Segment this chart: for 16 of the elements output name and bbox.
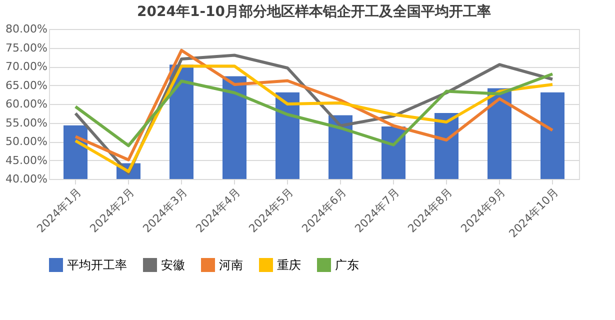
legend-label: 安徽: [161, 258, 185, 272]
y-tick-label: 80.00%: [6, 22, 48, 36]
y-tick-label: 50.00%: [6, 135, 48, 148]
y-tick-label: 70.00%: [6, 60, 48, 73]
legend-label: 平均开工率: [67, 258, 127, 272]
legend-label: 河南: [219, 258, 243, 272]
legend-label: 重庆: [277, 258, 301, 272]
chart-title: 2024年1-10月部分地区样本铝企开工及全国平均开工率: [137, 3, 491, 20]
y-tick-label: 65.00%: [6, 78, 48, 92]
y-tick-label: 45.00%: [6, 154, 48, 167]
legend-label: 广东: [335, 258, 359, 272]
line-series: [74, 72, 554, 148]
y-tick-label: 60.00%: [6, 98, 48, 110]
y-tick-label: 55.00%: [6, 116, 48, 130]
y-tick-label: 40.00%: [6, 172, 48, 186]
y-tick-label: 75.00%: [6, 41, 48, 54]
